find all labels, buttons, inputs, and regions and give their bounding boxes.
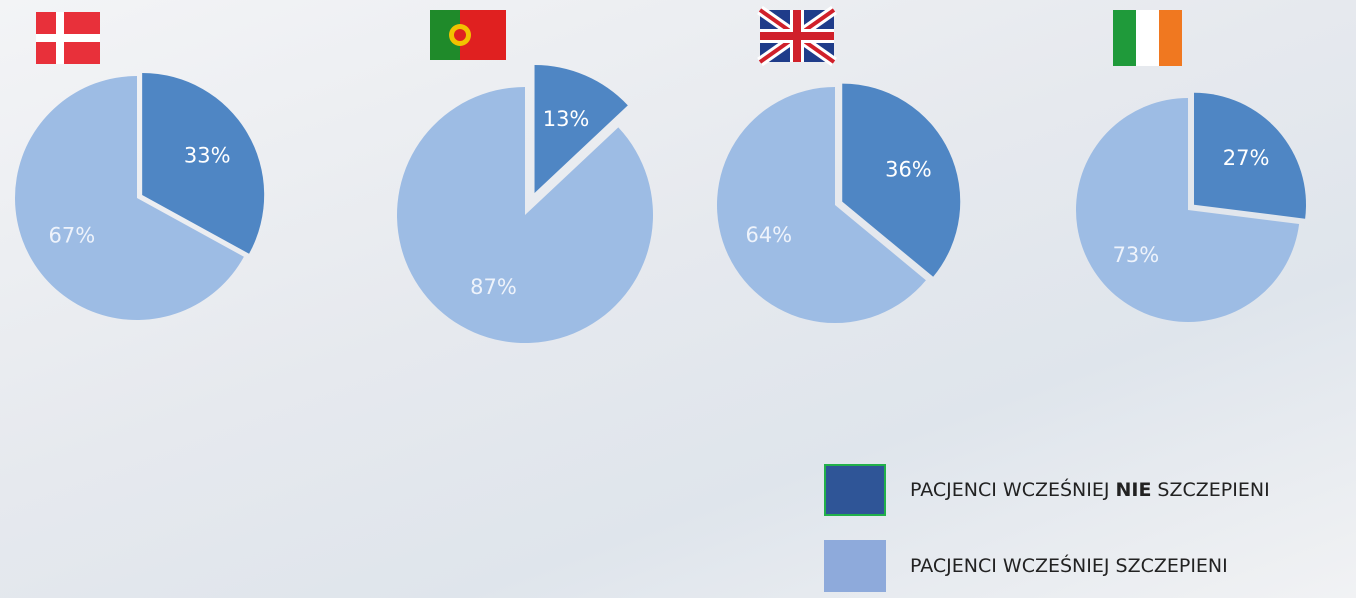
flag-uk [760,10,834,62]
page: 33% 67% 13% 87% 36% 64% 27% 73% PACJENCI WCZEŚN… [0,0,1356,598]
legend-swatch [824,540,886,592]
legend-item: PACJENCI WCZEŚNIEJ NIE SZCZEPIENI [824,462,1276,518]
value-label: 36% [885,157,932,181]
legend-text: PACJENCI WCZEŚNIEJ [910,479,1109,501]
legend-text: PACJENCI WCZEŚNIEJ SZCZEPIENI [910,555,1228,577]
value-label: 13% [543,107,590,131]
legend-swatch [824,464,886,516]
value-label: 67% [49,224,96,248]
pie-slice [397,87,653,343]
value-label: 87% [470,275,517,299]
value-label: 64% [745,223,792,247]
legend-label: PACJENCI WCZEŚNIEJ NIE SZCZEPIENI [910,479,1276,501]
flag-ireland [1113,10,1182,66]
legend-item: PACJENCI WCZEŚNIEJ SZCZEPIENI [824,538,1276,594]
value-label: 33% [184,143,231,167]
legend-text: NIE [1115,479,1151,501]
legend-text: SZCZEPIENI [1157,479,1269,501]
flag-denmark [36,12,100,64]
flag-portugal [430,10,506,60]
value-label: 27% [1223,146,1270,170]
legend-label: PACJENCI WCZEŚNIEJ SZCZEPIENI [910,555,1234,577]
value-label: 73% [1113,243,1160,267]
